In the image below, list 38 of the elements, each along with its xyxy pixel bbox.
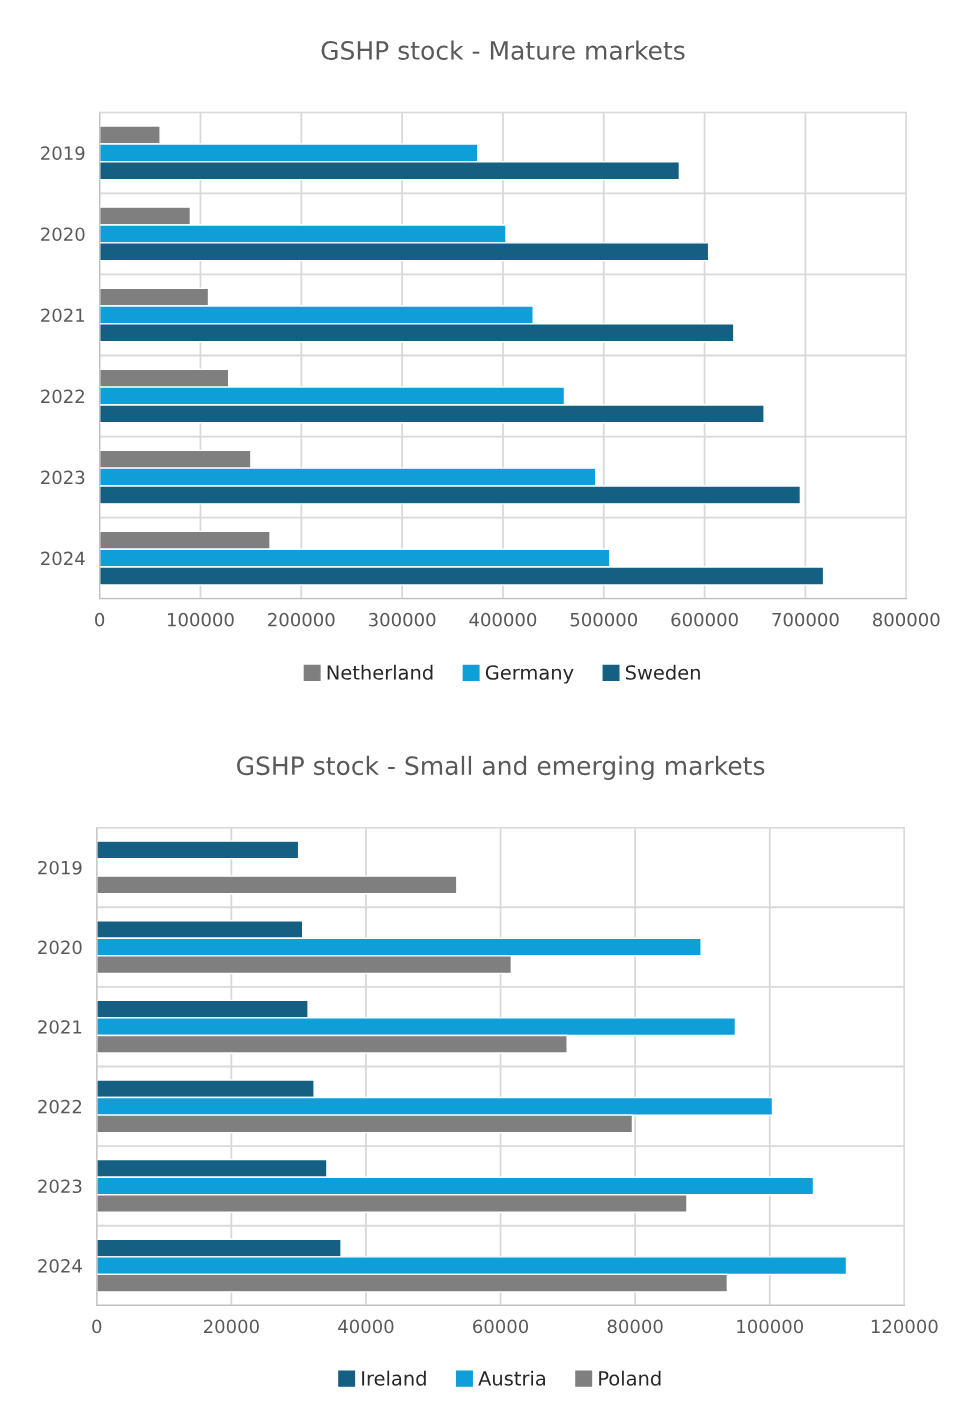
- x-tick-label: 600000: [671, 612, 738, 627]
- x-tick-label: 300000: [369, 612, 436, 627]
- y-tick-label: 2024: [41, 551, 85, 566]
- x-tick-label: 400000: [469, 612, 537, 627]
- legend-label: Ireland: [362, 1370, 426, 1386]
- chart-title: GSHP stock - Mature markets: [321, 40, 685, 60]
- y-tick-label: 2020: [41, 227, 85, 242]
- bar: [96, 840, 300, 860]
- y-tick-label: 2023: [38, 1179, 82, 1194]
- y-tick-label: 2019: [38, 860, 82, 875]
- x-tick-label: 40000: [338, 1319, 394, 1334]
- legend-label: Sweden: [625, 664, 700, 680]
- x-tick-label: 120000: [871, 1319, 938, 1334]
- x-tick-label: 0: [95, 612, 105, 627]
- legend-label: Poland: [599, 1370, 661, 1386]
- legend-label: Germany: [485, 665, 574, 684]
- x-tick-label: 20000: [203, 1319, 259, 1334]
- y-tick-label: 2024: [38, 1259, 82, 1273]
- x-tick-label: 80000: [607, 1319, 663, 1334]
- x-tick-label: 800000: [873, 612, 940, 627]
- y-tick-label: 2019: [41, 146, 85, 160]
- y-tick-label: 2020: [38, 940, 82, 955]
- legend-label: Netherland: [327, 664, 433, 680]
- y-tick-label: 2022: [41, 389, 84, 404]
- x-tick-label: 60000: [473, 1319, 529, 1334]
- y-tick-label: 2023: [41, 470, 85, 485]
- y-tick-label: 2022: [38, 1099, 82, 1114]
- x-tick-label: 100000: [737, 1319, 804, 1334]
- chart-title: GSHP stock - Small and emerging markets: [237, 755, 765, 781]
- bar: [96, 875, 458, 895]
- legend-label: Austria: [478, 1370, 545, 1386]
- y-tick-label: 2021: [41, 308, 85, 323]
- x-tick-label: 100000: [167, 612, 234, 627]
- x-tick-label: 500000: [570, 612, 638, 627]
- x-tick-label: 200000: [268, 612, 335, 627]
- x-tick-label: 700000: [772, 612, 839, 627]
- x-tick-label: 0: [92, 1319, 102, 1334]
- y-tick-label: 2021: [38, 1020, 82, 1034]
